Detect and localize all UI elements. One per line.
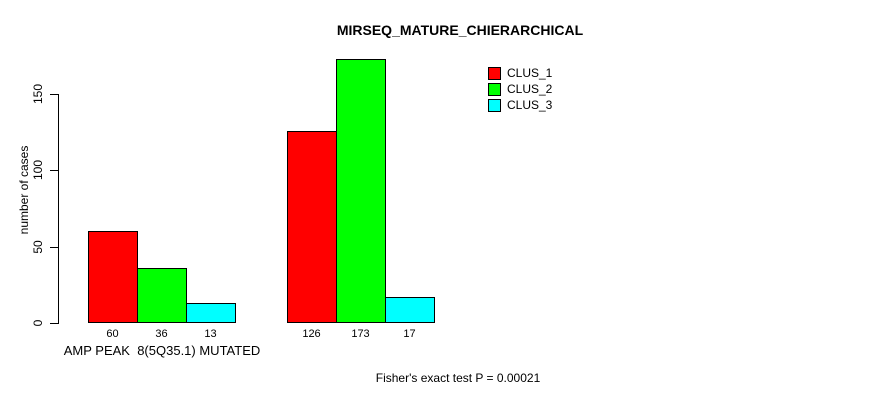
y-axis-tick-label: 100 <box>31 160 45 181</box>
legend-item-clus_1: CLUS_1 <box>488 65 552 81</box>
y-axis-tick <box>50 323 58 324</box>
legend-label: CLUS_3 <box>507 98 553 112</box>
bar-value-label: 173 <box>351 328 370 340</box>
legend-label: CLUS_2 <box>507 82 553 96</box>
bar-group2-clus_3 <box>385 297 435 323</box>
legend-item-clus_3: CLUS_3 <box>488 97 552 113</box>
bar-value-label: 36 <box>155 328 168 340</box>
legend-swatch <box>488 82 501 96</box>
y-axis-tick-label: 50 <box>31 240 45 254</box>
legend-item-clus_2: CLUS_2 <box>488 81 552 97</box>
y-axis-line <box>58 94 59 324</box>
y-axis-tick <box>50 246 58 248</box>
legend-swatch <box>488 98 501 112</box>
bar-group2-clus_1 <box>287 130 337 323</box>
x-axis-group-label: AMP PEAK 8(5Q35.1) MUTATED <box>63 343 261 358</box>
bar-group1-clus_2 <box>137 268 187 323</box>
bar-value-label: 60 <box>106 328 119 340</box>
y-axis-tick <box>50 94 58 96</box>
y-axis-tick-label: 0 <box>31 319 45 327</box>
legend-swatch <box>488 66 501 80</box>
footer-annotation: Fisher's exact test P = 0.00021 <box>375 371 541 385</box>
bar-value-label: 13 <box>204 328 217 340</box>
legend: CLUS_1 CLUS_2 CLUS_3 <box>488 65 552 113</box>
legend-label: CLUS_1 <box>507 66 553 80</box>
bar-value-label: 126 <box>302 328 321 340</box>
bar-group1-clus_1 <box>88 231 138 323</box>
bar-group2-clus_2 <box>336 59 386 323</box>
chart-title: MIRSEQ_MATURE_CHIERARCHICAL <box>336 22 584 38</box>
bar-group1-clus_3 <box>186 303 236 323</box>
y-axis-tick-label: 150 <box>31 84 45 105</box>
bar-value-label: 17 <box>403 328 416 340</box>
y-axis-tick <box>50 170 58 172</box>
y-axis-title: number of cases <box>17 145 31 235</box>
